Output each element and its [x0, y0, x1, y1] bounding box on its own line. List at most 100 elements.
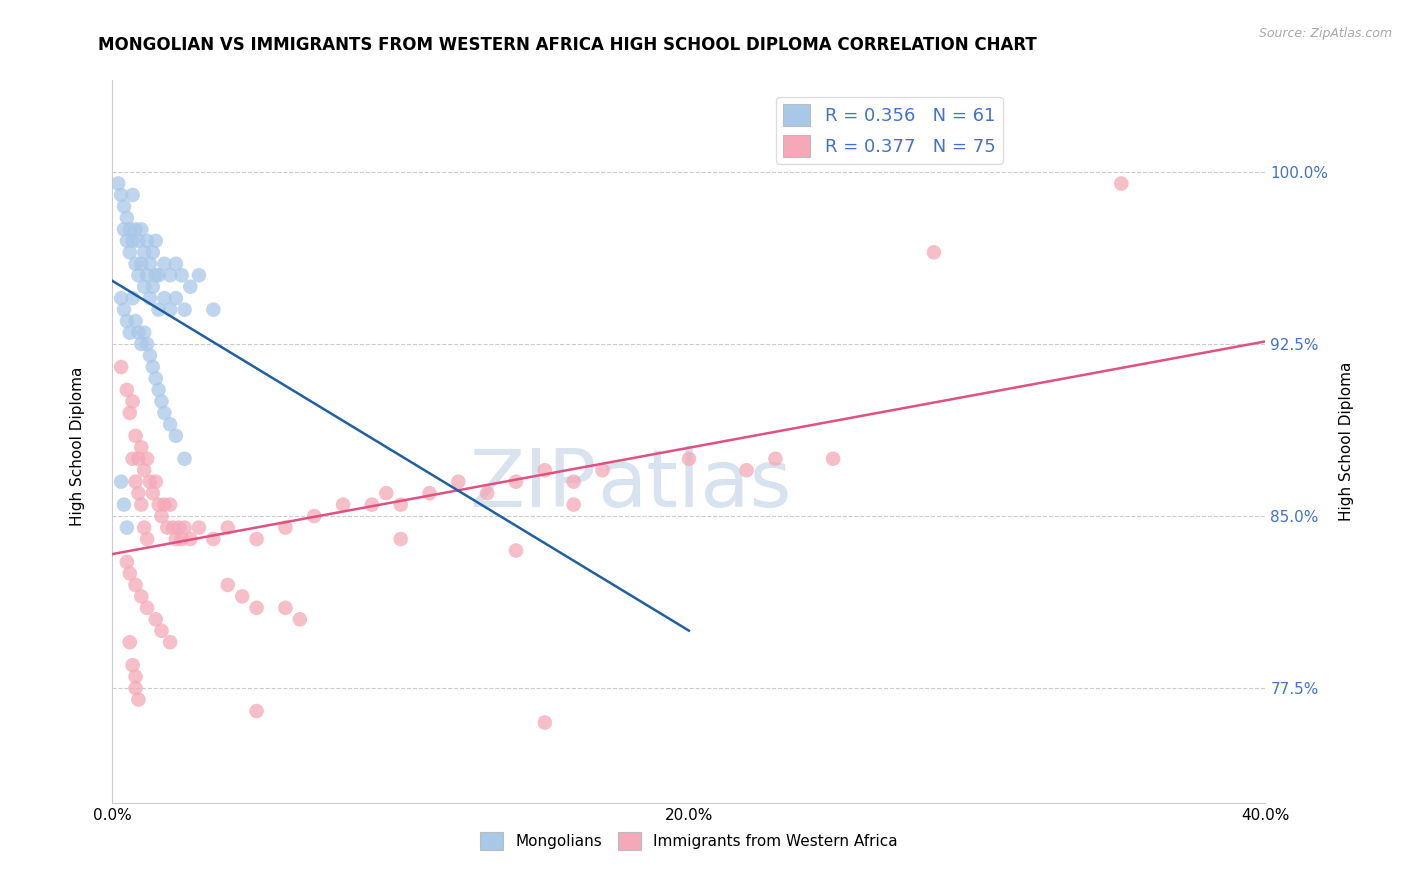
Point	[118, 406, 141, 420]
Point	[922, 245, 945, 260]
Point	[121, 291, 143, 305]
Point	[110, 359, 132, 374]
Point	[153, 291, 176, 305]
Point	[150, 394, 173, 409]
Point	[127, 268, 149, 283]
Point	[127, 326, 149, 340]
Point	[118, 635, 141, 649]
Point	[159, 635, 181, 649]
Text: High School Diploma: High School Diploma	[70, 367, 84, 525]
Point	[139, 475, 162, 489]
Point	[121, 451, 143, 466]
Point	[127, 486, 149, 500]
Point	[142, 486, 165, 500]
Point	[173, 451, 195, 466]
Point	[124, 578, 146, 592]
Point	[170, 268, 193, 283]
Point	[127, 451, 149, 466]
Point	[148, 268, 170, 283]
Point	[153, 406, 176, 420]
Point	[115, 211, 138, 225]
Point	[145, 475, 167, 489]
Point	[274, 600, 297, 615]
Point	[134, 520, 156, 534]
Point	[148, 498, 170, 512]
Point	[188, 520, 211, 534]
Point	[162, 520, 184, 534]
Point	[129, 257, 153, 271]
Point	[179, 532, 201, 546]
Point	[159, 417, 181, 432]
Point	[121, 658, 143, 673]
Point	[145, 371, 167, 385]
Point	[202, 532, 225, 546]
Point	[231, 590, 253, 604]
Point	[121, 234, 143, 248]
Point	[115, 234, 138, 248]
Point	[145, 612, 167, 626]
Point	[129, 590, 153, 604]
Point	[134, 326, 156, 340]
Point	[165, 291, 187, 305]
Point	[389, 532, 412, 546]
Point	[165, 532, 187, 546]
Text: MONGOLIAN VS IMMIGRANTS FROM WESTERN AFRICA HIGH SCHOOL DIPLOMA CORRELATION CHAR: MONGOLIAN VS IMMIGRANTS FROM WESTERN AFR…	[98, 36, 1038, 54]
Point	[150, 509, 173, 524]
Text: Source: ZipAtlas.com: Source: ZipAtlas.com	[1258, 27, 1392, 40]
Point	[419, 486, 441, 500]
Point	[188, 268, 211, 283]
Point	[389, 498, 412, 512]
Point	[136, 451, 159, 466]
Point	[274, 520, 297, 534]
Point	[110, 188, 132, 202]
Point	[592, 463, 614, 477]
Point	[124, 681, 146, 695]
Point	[562, 498, 585, 512]
Point	[145, 234, 167, 248]
Point	[765, 451, 787, 466]
Point	[159, 498, 181, 512]
Point	[246, 600, 269, 615]
Point	[139, 349, 162, 363]
Point	[148, 302, 170, 317]
Point	[129, 498, 153, 512]
Point	[167, 520, 190, 534]
Point	[165, 429, 187, 443]
Point	[562, 475, 585, 489]
Point	[375, 486, 398, 500]
Point	[115, 555, 138, 569]
Point	[121, 188, 143, 202]
Point	[139, 257, 162, 271]
Point	[217, 520, 239, 534]
Point	[534, 463, 557, 477]
Point	[112, 302, 135, 317]
Point	[142, 245, 165, 260]
Point	[118, 222, 141, 236]
Point	[150, 624, 173, 638]
Point	[173, 520, 195, 534]
Point	[505, 543, 527, 558]
Point	[136, 268, 159, 283]
Point	[118, 566, 141, 581]
Point	[115, 314, 138, 328]
Point	[156, 520, 179, 534]
Point	[165, 257, 187, 271]
Text: atlas: atlas	[596, 446, 792, 524]
Point	[170, 532, 193, 546]
Point	[202, 302, 225, 317]
Point	[173, 302, 195, 317]
Point	[505, 475, 527, 489]
Point	[127, 234, 149, 248]
Point	[447, 475, 470, 489]
Point	[124, 670, 146, 684]
Point	[124, 475, 146, 489]
Point	[139, 291, 162, 305]
Point	[112, 498, 135, 512]
Point	[735, 463, 758, 477]
Point	[134, 463, 156, 477]
Text: ZIP: ZIP	[470, 446, 596, 524]
Point	[217, 578, 239, 592]
Point	[153, 257, 176, 271]
Point	[115, 520, 138, 534]
Point	[112, 199, 135, 213]
